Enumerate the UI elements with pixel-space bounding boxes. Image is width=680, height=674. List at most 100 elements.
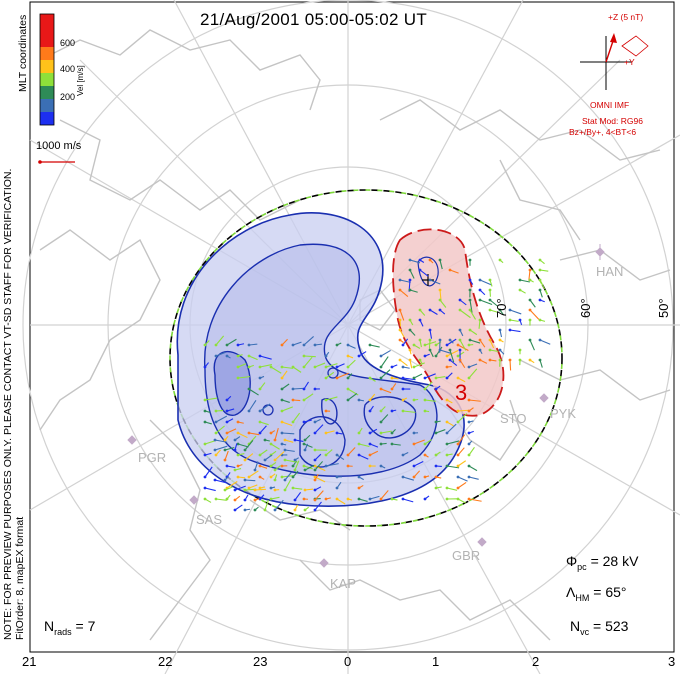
vector-origin <box>445 354 449 358</box>
velocity-vector <box>369 344 380 348</box>
velocity-colorbar <box>39 13 55 126</box>
velocity-vector <box>303 443 313 448</box>
vector-origin <box>258 409 262 413</box>
velocity-vector <box>449 349 455 363</box>
velocity-vector <box>424 381 433 390</box>
vector-origin <box>213 448 217 452</box>
velocity-vector <box>509 309 522 315</box>
velocity-vector <box>325 363 338 368</box>
velocity-vector <box>399 279 411 283</box>
scale-vector-label: 1000 m/s <box>36 140 82 152</box>
vector-origin <box>247 343 251 347</box>
velocity-vector <box>292 366 302 373</box>
vector-origin <box>401 453 405 457</box>
vector-origin <box>458 298 462 302</box>
vector-origin <box>408 318 412 322</box>
vector-origin <box>434 475 438 479</box>
vector-origin <box>346 365 350 369</box>
vector-origin <box>467 409 471 413</box>
velocity-vector <box>274 427 279 441</box>
vector-origin <box>280 464 284 468</box>
vector-origin <box>445 497 449 501</box>
vector-origin <box>418 358 422 362</box>
vector-origin <box>203 398 207 402</box>
velocity-vector <box>399 289 409 298</box>
vector-origin <box>225 464 229 468</box>
velocity-vector <box>237 432 248 439</box>
vector-origin <box>302 398 306 402</box>
velocity-vector <box>314 461 324 471</box>
vector-origin <box>313 448 317 452</box>
vector-origin <box>324 376 328 380</box>
vector-origin <box>498 338 502 342</box>
vector-origin <box>258 387 262 391</box>
velocity-vector <box>284 449 295 452</box>
vector-origin <box>408 278 412 282</box>
velocity-vector <box>270 496 280 500</box>
vector-origin <box>456 343 460 347</box>
vector-origin <box>214 431 218 435</box>
vector-origin <box>233 448 237 452</box>
velocity-vector <box>402 377 416 381</box>
vector-origin <box>434 431 438 435</box>
vector-origin <box>280 398 284 402</box>
velocity-vector <box>294 460 300 471</box>
vector-origin <box>273 508 277 512</box>
velocity-vector <box>284 471 293 481</box>
vector-origin <box>280 442 284 446</box>
param-nrads: Nrads = 7 <box>44 618 96 637</box>
vector-origin <box>538 268 542 272</box>
vector-origin <box>398 338 402 342</box>
velocity-vector <box>259 449 268 456</box>
velocity-vector <box>336 498 346 505</box>
velocity-vector <box>270 443 280 450</box>
vector-origin <box>225 420 229 424</box>
vector-origin <box>518 348 522 352</box>
vector-origin <box>291 365 295 369</box>
velocity-vector <box>391 443 401 446</box>
mlt-tick: 23 <box>253 654 268 669</box>
vector-origin <box>324 497 328 501</box>
velocity-vector <box>234 504 243 511</box>
mlt-tick: 3 <box>668 654 676 669</box>
vector-origin <box>357 442 361 446</box>
vector-origin <box>302 497 306 501</box>
vector-origin <box>448 348 452 352</box>
vector-origin <box>313 431 317 435</box>
velocity-vector <box>457 413 468 423</box>
vector-origin <box>263 438 267 442</box>
velocity-vector <box>399 329 405 338</box>
velocity-vector <box>294 492 302 501</box>
model-line-1: Stat Mod: RG96 <box>582 116 643 126</box>
velocity-vector <box>303 465 313 470</box>
vector-origin <box>302 365 306 369</box>
mlt-tick: 21 <box>22 654 37 669</box>
vector-origin <box>456 464 460 468</box>
vector-origin <box>247 431 251 435</box>
velocity-vector <box>214 479 227 484</box>
mlt-tick: 1 <box>432 654 440 669</box>
vector-origin <box>528 268 532 272</box>
vector-origin <box>335 486 339 490</box>
velocity-vector <box>358 498 368 502</box>
notice-line-2: FitOrder: 8, mapEX format <box>14 516 26 640</box>
vector-origin <box>233 438 237 442</box>
vector-origin <box>280 409 284 413</box>
velocity-vector <box>204 466 213 478</box>
velocity-vector <box>215 425 225 434</box>
velocity-vector <box>468 465 478 472</box>
vector-origin <box>313 488 317 492</box>
vector-origin <box>423 497 427 501</box>
vector-origin <box>280 431 284 435</box>
vector-origin <box>390 497 394 501</box>
vector-origin <box>458 308 462 312</box>
vector-origin <box>313 498 317 502</box>
vector-origin <box>346 376 350 380</box>
vector-origin <box>488 278 492 282</box>
velocity-vector <box>457 447 465 456</box>
velocity-vector <box>439 299 447 308</box>
vector-origin <box>456 420 460 424</box>
vector-origin <box>468 258 472 262</box>
vector-origin <box>258 486 262 490</box>
vector-origin <box>508 328 512 332</box>
